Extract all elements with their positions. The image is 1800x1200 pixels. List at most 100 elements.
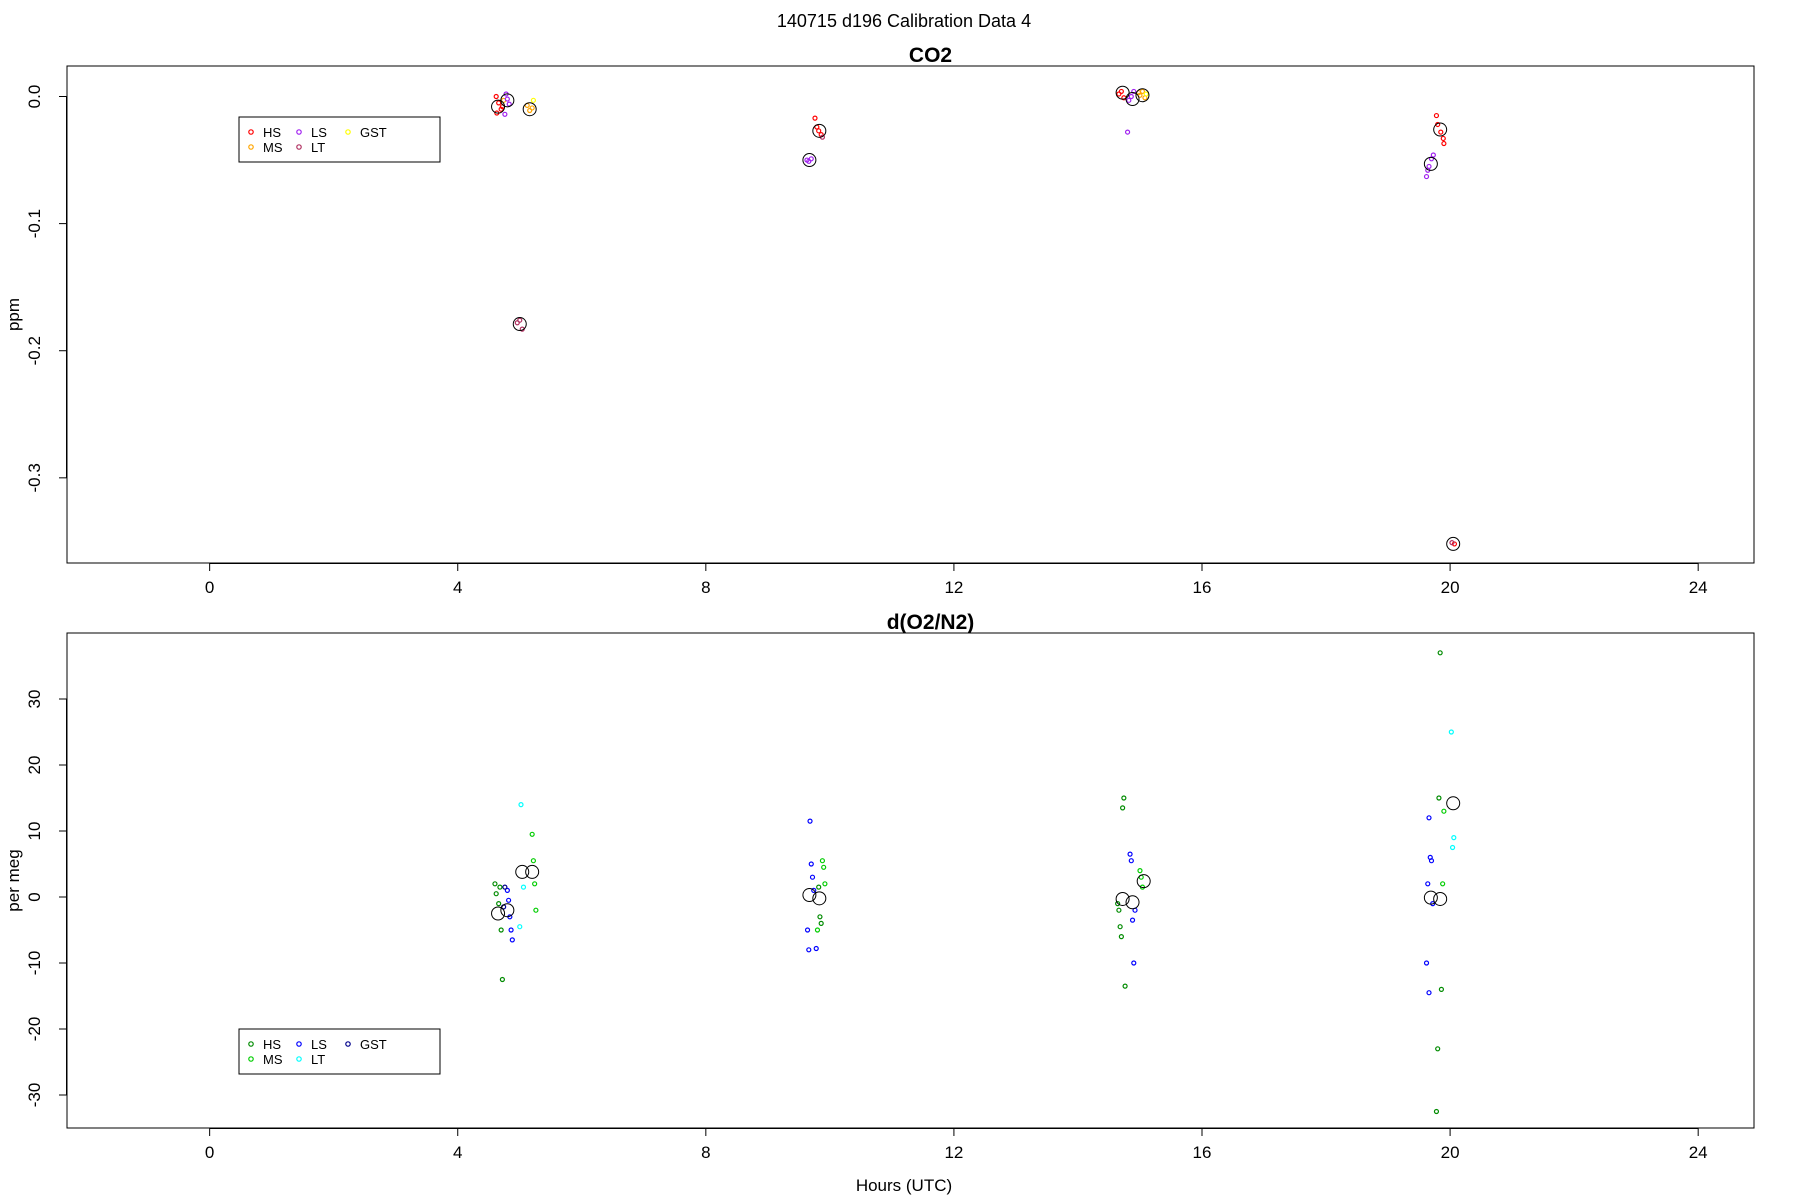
mean-marker xyxy=(1433,891,1448,906)
data-point xyxy=(807,818,813,824)
mean-marker xyxy=(1433,122,1448,137)
data-point xyxy=(1430,152,1436,158)
legend-label: GST xyxy=(360,125,387,140)
data-point xyxy=(497,884,503,890)
data-point xyxy=(1122,983,1128,989)
data-point xyxy=(517,924,523,930)
legend-label: LT xyxy=(311,140,325,155)
mean-marker xyxy=(812,123,827,138)
data-point xyxy=(1449,844,1456,851)
x-axis-label: Hours (UTC) xyxy=(856,1176,952,1195)
mean-marker xyxy=(500,93,515,108)
data-point xyxy=(530,858,537,864)
mean-marker xyxy=(1125,895,1140,910)
mean-marker xyxy=(802,888,817,903)
legend-box xyxy=(238,1028,441,1075)
data-point xyxy=(1441,808,1447,814)
data-point xyxy=(813,945,819,952)
data-point xyxy=(1438,986,1445,993)
y-axis-label: ppm xyxy=(4,298,23,331)
data-point xyxy=(1118,933,1124,940)
data-point xyxy=(1449,540,1455,546)
data-point xyxy=(1430,900,1436,907)
data-point xyxy=(814,927,821,933)
data-point xyxy=(530,97,537,103)
legend-marker xyxy=(248,1056,254,1062)
legend-label: GST xyxy=(360,1037,387,1052)
legend-label: MS xyxy=(263,140,283,155)
y-tick-label: 30 xyxy=(25,690,44,709)
data-point xyxy=(1118,88,1124,95)
legend-label: LS xyxy=(311,125,327,140)
series-ms xyxy=(529,808,1447,933)
data-point xyxy=(1128,858,1134,864)
mean-marker xyxy=(1136,874,1151,889)
data-point xyxy=(493,93,499,100)
data-point xyxy=(1423,173,1430,180)
legend-marker xyxy=(248,129,254,135)
data-point xyxy=(502,111,508,117)
data-point xyxy=(1124,129,1131,135)
mean-marker xyxy=(500,903,515,918)
data-point xyxy=(1435,1046,1441,1052)
x-tick-label: 4 xyxy=(453,578,462,597)
series-ls xyxy=(502,88,1436,180)
data-point xyxy=(1126,97,1132,103)
legend-label: HS xyxy=(263,1037,281,1052)
series-ms xyxy=(501,88,1148,114)
x-tick-label: 8 xyxy=(701,578,710,597)
legend-marker xyxy=(296,1041,302,1047)
data-point xyxy=(1425,881,1431,887)
mean-marker xyxy=(1423,890,1438,905)
data-point xyxy=(1131,960,1137,966)
data-point xyxy=(504,887,510,894)
data-point xyxy=(1128,93,1134,100)
data-point xyxy=(1433,1108,1440,1115)
legend-marker xyxy=(296,144,302,150)
mean-marker xyxy=(1135,88,1150,103)
data-point xyxy=(808,156,814,162)
data-point xyxy=(520,884,527,890)
x-tick-label: 16 xyxy=(1193,578,1212,597)
mean-marker xyxy=(512,317,527,332)
mean-marker xyxy=(522,102,537,117)
y-tick-label: -0.3 xyxy=(25,463,44,492)
chart-title: d(O2/N2) xyxy=(887,611,975,634)
data-point xyxy=(1120,805,1126,811)
legend-marker xyxy=(345,129,351,135)
chart-panel-2: d(O2/N2) 0 4 8 12 16 20 24 30 20 10 0 -10 -20 -30 per m… xyxy=(4,611,1755,1195)
data-point xyxy=(1440,135,1446,142)
mean-marker xyxy=(1115,891,1130,906)
y-tick-label: 20 xyxy=(25,756,44,775)
data-point xyxy=(1433,112,1440,119)
series-lt xyxy=(514,134,1455,546)
mean-marker xyxy=(1125,92,1140,107)
data-point xyxy=(1116,907,1122,913)
data-point xyxy=(822,881,828,887)
data-point xyxy=(1131,88,1137,95)
data-point xyxy=(818,920,824,927)
y-tick-label: -20 xyxy=(25,1017,44,1042)
data-point xyxy=(1438,129,1444,135)
data-point xyxy=(498,106,504,112)
x-tick-label: 0 xyxy=(205,1143,214,1162)
data-point xyxy=(816,884,822,890)
data-point xyxy=(493,891,499,897)
data-point xyxy=(533,907,539,913)
x-tick-label: 0 xyxy=(205,578,214,597)
y-tick-label: 10 xyxy=(25,822,44,841)
x-tick-label: 20 xyxy=(1441,1143,1460,1162)
y-tick-label: 0 xyxy=(25,892,44,901)
mean-marker-group xyxy=(491,85,1461,551)
legend-marker xyxy=(248,144,254,150)
mean-marker xyxy=(515,864,530,879)
mean-marker-group xyxy=(491,796,1461,921)
data-point xyxy=(532,881,538,887)
mean-marker xyxy=(802,153,817,168)
y-tick-label: -0.1 xyxy=(25,209,44,238)
y-tick-label: 0.0 xyxy=(25,85,44,109)
